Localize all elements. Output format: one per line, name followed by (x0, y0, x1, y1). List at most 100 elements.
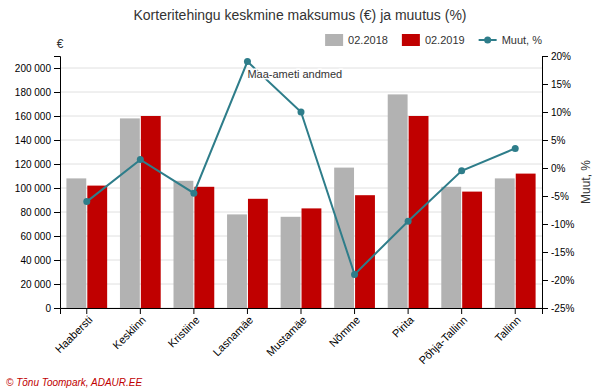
y2-tick-mark (542, 56, 548, 57)
y-tick-label: 100 000 (15, 183, 52, 194)
bar (87, 186, 107, 308)
x-tick: Pirita (390, 308, 417, 340)
x-tick-mark (140, 308, 141, 314)
annotation: Maa-ameti andmed (247, 68, 342, 80)
y-tick-label: 0 (45, 303, 51, 314)
x-tick-label: Põhja-Tallinn (416, 314, 469, 367)
x-tick: Mustamäe (264, 308, 309, 358)
bar (388, 94, 408, 308)
title: Korteritehingu keskmine maksumus (€) ja … (133, 7, 466, 23)
y-tick-label: 120 000 (15, 159, 52, 170)
y2-tick-mark (542, 224, 548, 225)
y-tick-mark (54, 164, 60, 165)
y-tick-label: 40 000 (20, 255, 51, 266)
legend-label: 02.2018 (348, 34, 388, 46)
y2-tick-label: -15% (551, 247, 574, 258)
y-tick: 120 000 (15, 159, 60, 170)
y2-tick: -15% (542, 247, 574, 258)
x-tick: Haabersti (53, 308, 95, 355)
y2-tick-label: 10% (551, 107, 571, 118)
y-tick-mark (54, 92, 60, 93)
bar (281, 217, 301, 308)
y2-tick: 20% (542, 51, 571, 62)
y2-tick-label: 20% (551, 51, 571, 62)
x-axis-line (61, 309, 543, 315)
x-tick: Kristiine (166, 308, 202, 350)
y-tick: 20 000 (20, 279, 60, 290)
y2-tick: 5% (542, 135, 566, 146)
line-marker (458, 167, 465, 174)
x-tick: Kesklinn (110, 308, 148, 351)
legend-item: 02.2018 (325, 34, 388, 46)
legend-item: 02.2019 (402, 34, 465, 46)
y-tick: 80 000 (20, 207, 60, 218)
y2-tick: -20% (542, 275, 574, 286)
y2-tick-label: 15% (551, 79, 571, 90)
y-tick-label: 80 000 (20, 207, 51, 218)
y-axis: 0 20 000 40 000 60 000 80 000 100 000 120 000 1… (15, 57, 61, 314)
y-tick-label: 140 000 (15, 135, 52, 146)
y2-tick-mark (542, 196, 548, 197)
y2-tick: 10% (542, 107, 571, 118)
x-tick-label: Kesklinn (110, 314, 148, 352)
bar (462, 192, 482, 308)
y2-tick-mark (542, 252, 548, 253)
y-tick-mark (54, 260, 60, 261)
y-tick-mark (54, 116, 60, 117)
y-tick-mark (54, 68, 60, 69)
y2-tick-label: -10% (551, 219, 574, 230)
y-tick-label: 160 000 (15, 111, 52, 122)
y2-tick-mark (542, 140, 548, 141)
chart: HaaberstiKesklinnKristiineLasnamäeMustam… (0, 0, 600, 392)
bar (141, 116, 161, 308)
x-tick-mark (461, 308, 462, 314)
bar (355, 195, 375, 308)
bar (302, 208, 322, 308)
line-marker (405, 218, 412, 225)
marks (66, 58, 535, 308)
y2-tick: 15% (542, 79, 571, 90)
grid-line (60, 116, 542, 117)
y-tick: 100 000 (15, 183, 60, 194)
y2-tick-mark (542, 280, 548, 281)
y-tick-mark (54, 188, 60, 189)
y-tick-mark (54, 140, 60, 141)
x-axis: HaaberstiKesklinnKristiineLasnamäeMustam… (53, 308, 543, 367)
y-tick: 0 (45, 303, 60, 314)
legend: 02.2018 02.2019 Muut, % (325, 34, 542, 46)
x-tick-mark (247, 308, 248, 314)
bar (194, 187, 214, 308)
x-tick-mark (301, 308, 302, 314)
x-tick-label: Tallinn (492, 314, 523, 345)
y2-tick: 0% (542, 163, 566, 174)
line-marker (298, 109, 305, 116)
y-tick: 40 000 (20, 255, 60, 266)
x-tick-mark (354, 308, 355, 314)
x-tick-label: Haabersti (53, 314, 95, 356)
y-tick-mark (54, 212, 60, 213)
y2-tick-label: -20% (551, 275, 574, 286)
x-tick-mark (515, 308, 516, 314)
y2-tick-label: -5% (551, 191, 569, 202)
y-tick-mark (54, 284, 60, 285)
bar (516, 174, 536, 308)
line-marker (83, 198, 90, 205)
legend-item: Muut, % (479, 34, 543, 46)
y-tick-mark (54, 236, 60, 237)
x-tick: Nõmme (327, 308, 363, 349)
y2-tick-label: -25% (551, 303, 574, 314)
x-tick: Tallinn (492, 308, 523, 344)
x-tick-label: Mustamäe (264, 314, 309, 359)
bar (495, 178, 515, 308)
y-tick-label: 180 000 (15, 87, 52, 98)
bar (66, 178, 86, 308)
x-tick-mark (193, 308, 194, 314)
x-tick-label: Nõmme (327, 314, 363, 350)
y2-tick-mark (542, 112, 548, 113)
legend-swatch (402, 34, 420, 46)
y2-axis-line (543, 57, 549, 309)
bar (248, 199, 268, 308)
y-tick: 160 000 (15, 111, 60, 122)
y-tick: 60 000 (20, 231, 60, 242)
y2-tick-mark (542, 84, 548, 85)
